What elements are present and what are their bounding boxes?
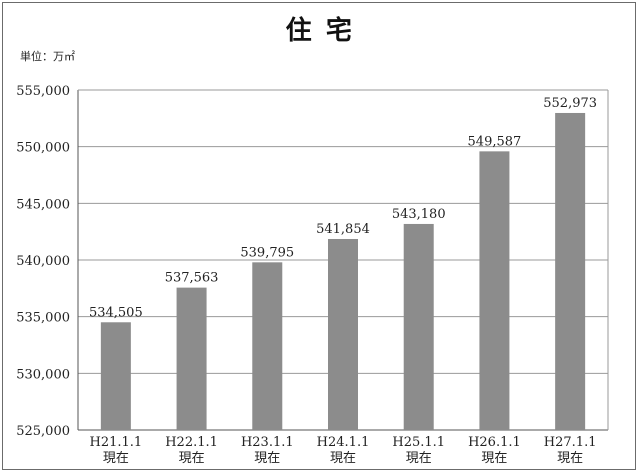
- x-tick-label: H22.1.1: [165, 435, 218, 450]
- data-label: 539,795: [240, 245, 294, 260]
- x-tick-label: H25.1.1: [392, 435, 445, 450]
- x-tick-label-sub: 現在: [481, 451, 507, 466]
- chart-title: 住 宅: [285, 16, 355, 46]
- y-tick-label: 550,000: [16, 141, 70, 156]
- bar: [555, 112, 586, 431]
- x-tick-label-sub: 現在: [330, 451, 356, 466]
- y-tick-label: 555,000: [16, 84, 70, 99]
- x-tick-label: H26.1.1: [468, 435, 521, 450]
- unit-label: 単位：万㎡: [20, 50, 75, 63]
- data-label: 541,854: [316, 222, 370, 237]
- data-label: 552,973: [543, 96, 597, 111]
- bar: [403, 223, 434, 430]
- x-tick-label: H21.1.1: [90, 435, 143, 450]
- bar: [328, 238, 358, 430]
- bar: [176, 287, 207, 430]
- bar: [252, 262, 283, 430]
- data-label: 543,180: [392, 207, 446, 222]
- y-tick-label: 535,000: [16, 311, 70, 326]
- x-tick-label-sub: 現在: [557, 451, 583, 466]
- x-tick-label: H23.1.1: [241, 435, 294, 450]
- bar: [100, 322, 131, 430]
- y-tick-label: 530,000: [16, 367, 70, 382]
- x-tick-label-sub: 現在: [179, 451, 205, 466]
- y-tick-label: 525,000: [16, 424, 70, 439]
- x-tick-label: H24.1.1: [317, 435, 370, 450]
- data-label: 549,587: [468, 134, 522, 149]
- y-tick-label: 540,000: [16, 254, 70, 269]
- bar: [479, 151, 510, 430]
- x-tick-label: H27.1.1: [544, 435, 597, 450]
- x-tick-label-sub: 現在: [103, 451, 129, 466]
- y-tick-label: 545,000: [16, 197, 70, 212]
- x-tick-label-sub: 現在: [406, 451, 432, 466]
- data-label: 534,505: [89, 305, 143, 320]
- x-tick-label-sub: 現在: [254, 451, 280, 466]
- data-label: 537,563: [165, 271, 219, 286]
